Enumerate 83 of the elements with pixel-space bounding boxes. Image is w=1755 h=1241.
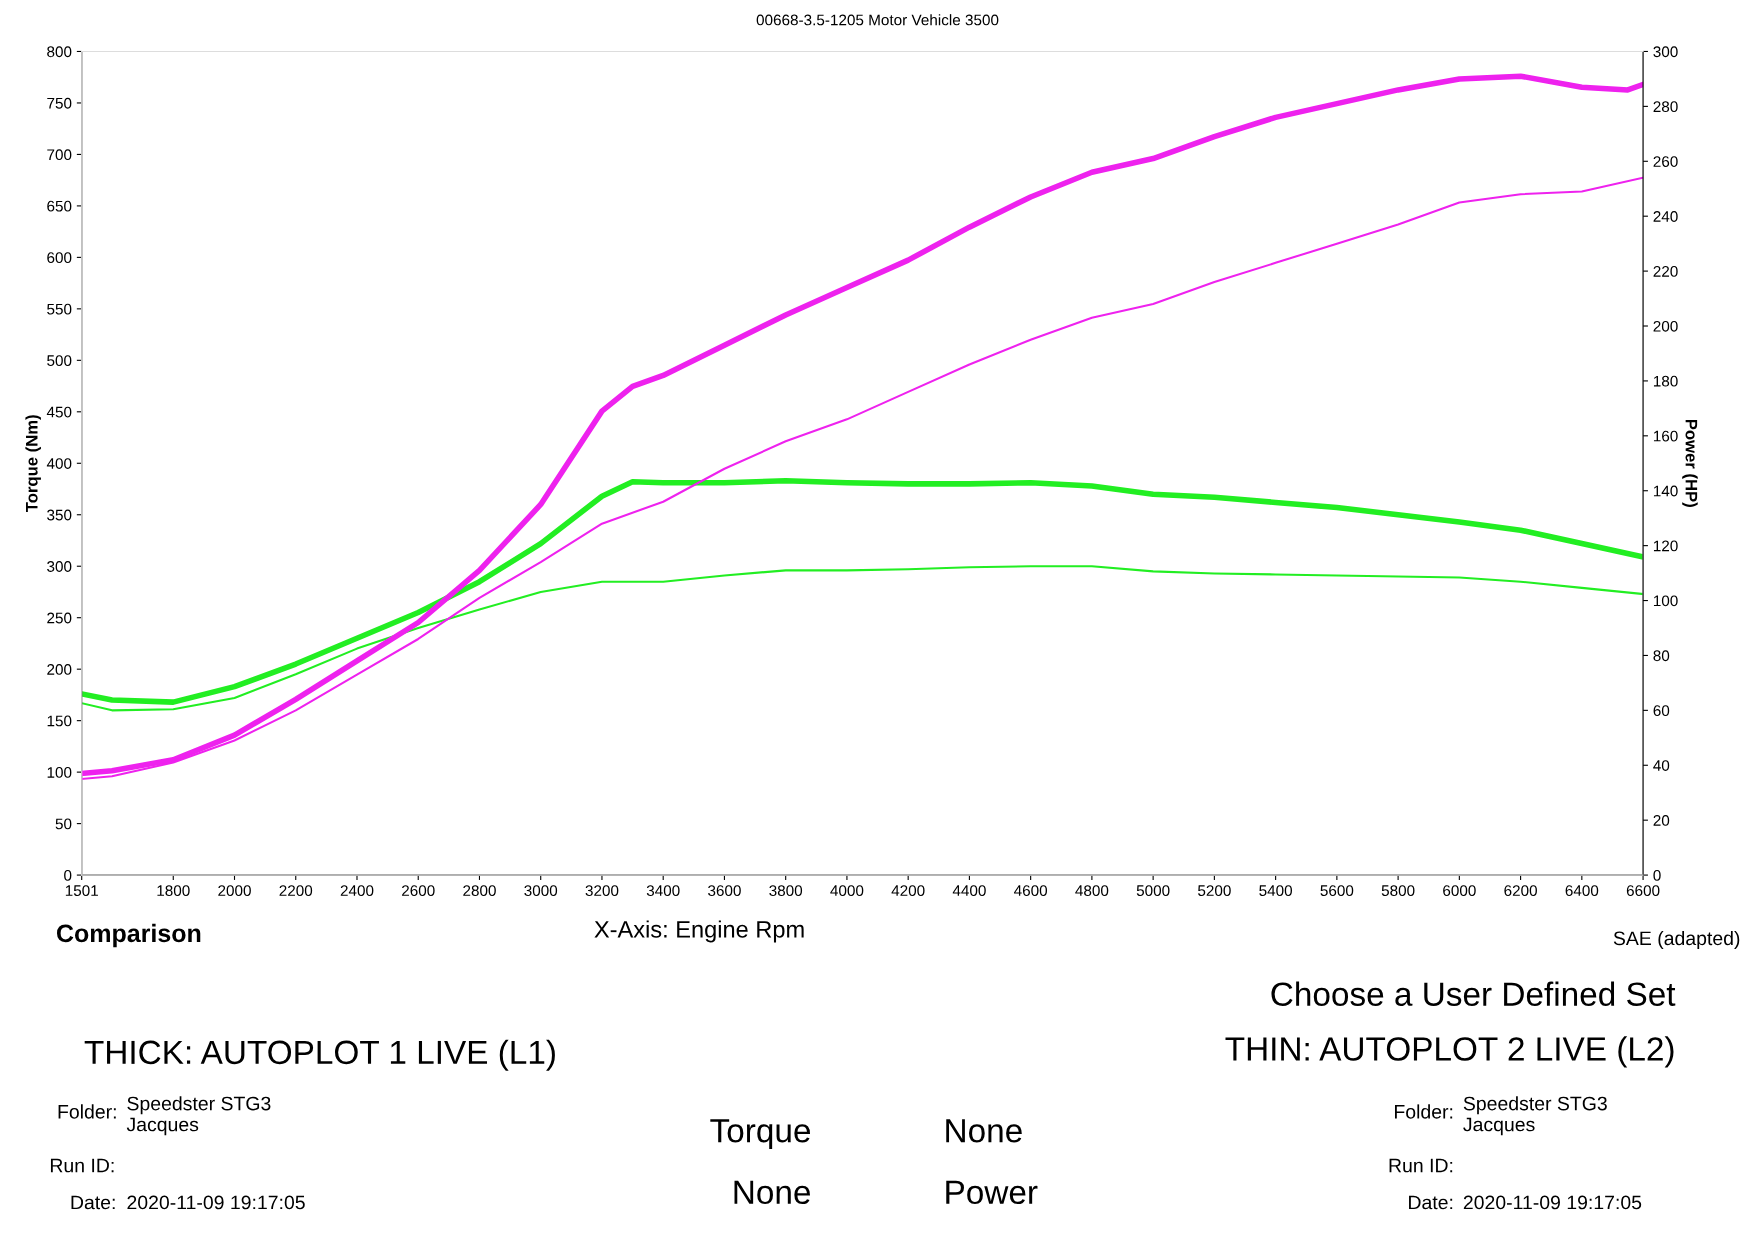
x-tick-label: 5200 [1198, 885, 1231, 897]
y2-tick-label: 20 [1653, 815, 1670, 826]
text: Torque [710, 1119, 810, 1150]
x-tick-label: 2000 [218, 885, 251, 897]
x-tick-label: 6000 [1443, 885, 1476, 897]
text: Speedster STG3 Jacques [1463, 1096, 1607, 1136]
text: Speedster STG3 Jacques [126, 1096, 271, 1136]
x-tick-label: 2800 [463, 885, 496, 897]
text: None [946, 1119, 1022, 1143]
y2-tick-label: 100 [1653, 595, 1678, 607]
x-tick-label: 4800 [1075, 885, 1109, 897]
x-tick-label: 6600 [1626, 885, 1660, 897]
y2-tick-label: 200 [1653, 320, 1678, 332]
x-tick-label: 6400 [1565, 885, 1599, 897]
x-tick-label: 3600 [708, 885, 741, 897]
y2-axis-title: Power (HP) [1682, 419, 1698, 507]
x-tick-label: 1800 [157, 885, 190, 897]
x-tick-label: 4600 [1014, 885, 1048, 897]
y-tick-label: 350 [47, 509, 72, 521]
y-tick-label: 650 [47, 200, 72, 212]
text: Comparison [56, 923, 201, 948]
x-tick-label: 1501 [65, 885, 98, 897]
x-tick-label: 4000 [830, 885, 864, 897]
text: THICK: AUTOPLOT 1 LIVE (L1) [84, 1039, 555, 1071]
text: Choose a User Defined Set [1271, 981, 1676, 1006]
x-tick-label: 5800 [1381, 885, 1415, 897]
y-tick-label: 150 [47, 715, 72, 727]
x-tick-label: 3800 [769, 885, 803, 897]
y2-tick-label: 220 [1653, 265, 1678, 277]
y2-tick-label: 300 [1653, 46, 1678, 58]
x-tick-label: 2200 [279, 885, 313, 897]
text: Date: [71, 1195, 115, 1210]
text: Run ID: [1389, 1158, 1453, 1173]
x-tick-label: 2400 [340, 885, 374, 897]
y-tick-label: 450 [46, 406, 72, 418]
x-tick-label: 2600 [402, 885, 435, 897]
x-tick-label: 5600 [1320, 885, 1354, 897]
y2-tick-label: 120 [1653, 540, 1678, 552]
x-tick-label: 5000 [1136, 885, 1170, 897]
y-tick-label: 800 [47, 46, 72, 58]
text: SAE (adapted) [1613, 930, 1740, 950]
y-tick-label: 400 [46, 458, 72, 469]
text: Power [946, 1180, 1038, 1205]
y2-tick-label: 180 [1653, 375, 1678, 387]
text: THIN: AUTOPLOT 2 LIVE (L2) [1225, 1036, 1674, 1068]
text: Date: [1409, 1195, 1453, 1210]
text: Folder: [58, 1104, 116, 1119]
text: Run ID: [50, 1158, 114, 1173]
y-tick-label: 500 [47, 355, 72, 367]
y-axis-title: Torque (Nm) [25, 415, 41, 512]
y2-tick-label: 80 [1653, 650, 1670, 662]
x-tick-label: 3200 [585, 885, 619, 897]
text: Folder: [1395, 1104, 1453, 1119]
y-tick-label: 300 [47, 561, 72, 572]
line-series [81, 565, 1644, 712]
y2-tick-label: 240 [1653, 211, 1678, 222]
y-tick-label: 600 [47, 252, 72, 264]
y-tick-label: 200 [47, 664, 72, 675]
text: None [734, 1180, 810, 1205]
y2-tick-label: 260 [1653, 156, 1678, 167]
x-tick-label: 3400 [646, 885, 680, 897]
y2-tick-label: 160 [1653, 430, 1678, 442]
x-axis-title: X-Axis: Engine Rpm [594, 920, 804, 943]
x-tick-label: 3000 [524, 885, 558, 897]
y-tick-label: 700 [47, 149, 72, 161]
x-tick-label: 5400 [1259, 885, 1293, 897]
y2-tick-label: 140 [1653, 485, 1678, 497]
y-tick-label: 100 [47, 767, 72, 778]
y2-tick-label: 280 [1653, 101, 1678, 113]
x-tick-label: 4400 [952, 885, 986, 897]
text: 2020-11-09 19:17:05 [1463, 1195, 1642, 1210]
y-tick-label: 750 [47, 97, 72, 109]
y2-tick-label: 40 [1653, 760, 1670, 771]
chart-title: 00668-3.5-1205 Motor Vehicle 3500 [756, 14, 999, 26]
x-tick-label: 6200 [1504, 885, 1537, 897]
text: 2020-11-09 19:17:05 [127, 1195, 305, 1210]
x-tick-label: 4200 [891, 885, 925, 897]
y-tick-label: 250 [47, 612, 72, 624]
y2-tick-label: 60 [1653, 705, 1670, 717]
y-tick-label: 550 [47, 303, 72, 315]
y-tick-label: 0 [64, 869, 72, 881]
y2-tick-label: 0 [1653, 869, 1661, 881]
y-tick-label: 50 [55, 818, 72, 830]
